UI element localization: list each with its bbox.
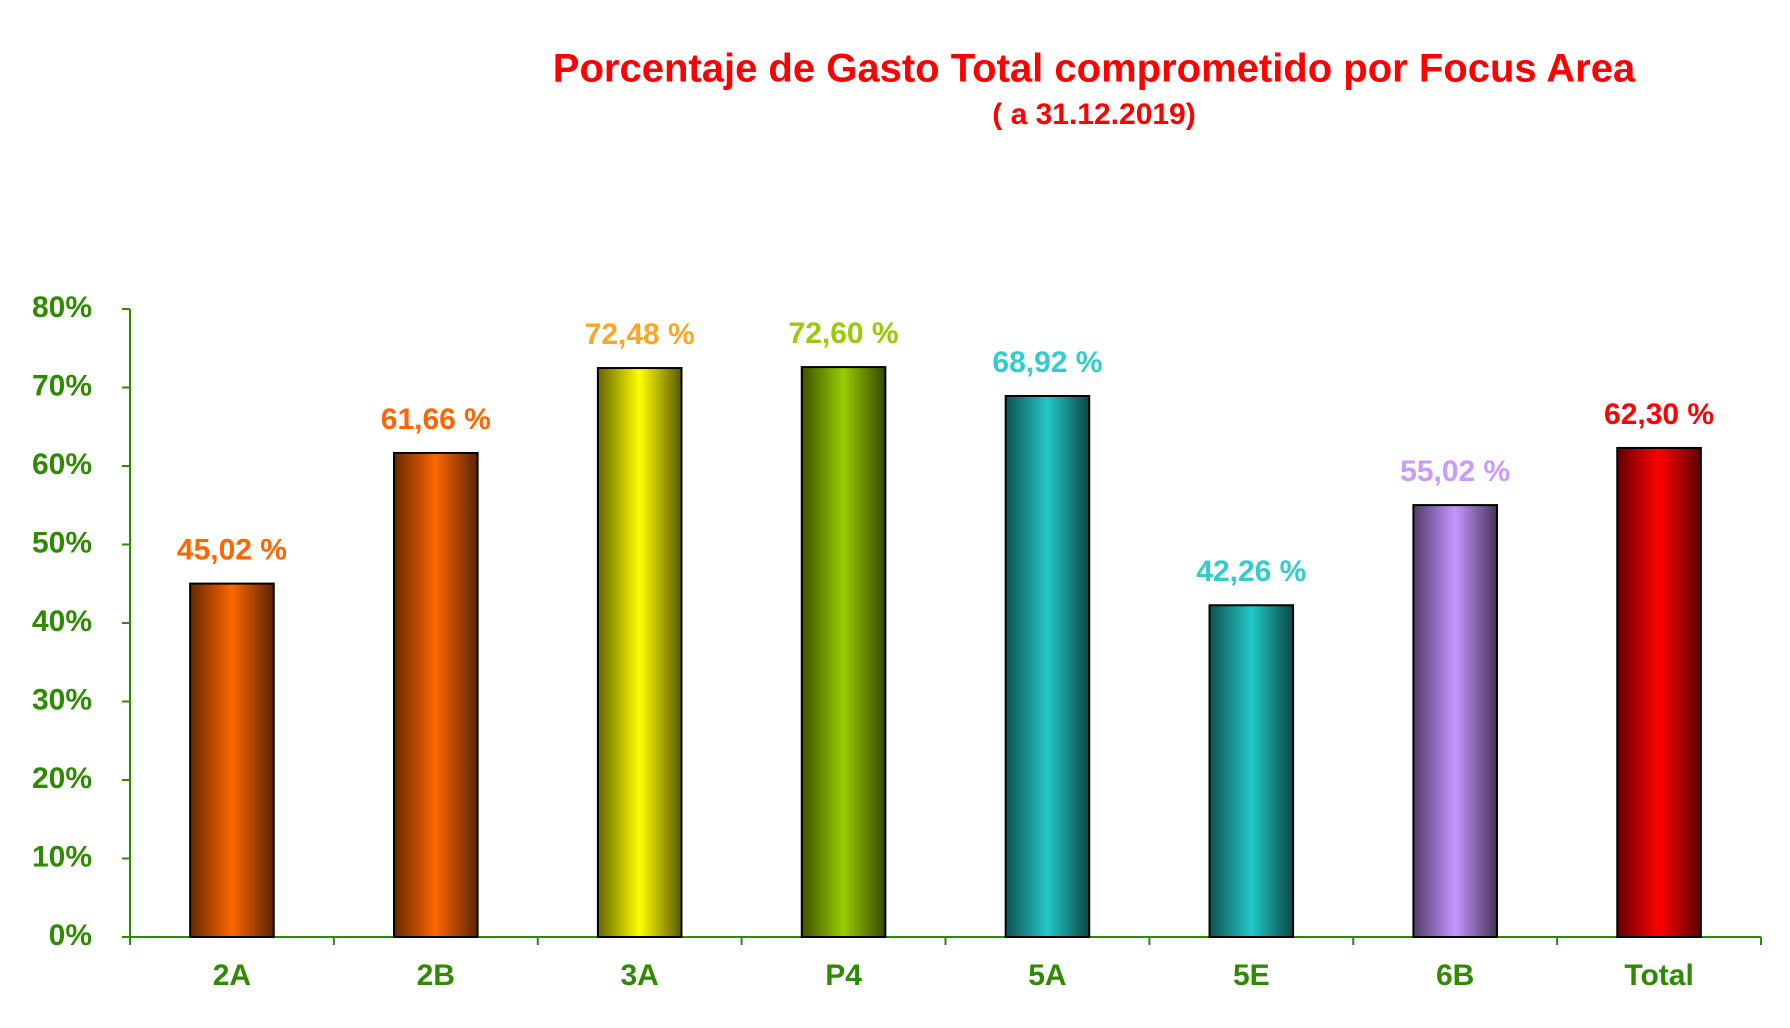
x-tick-label: P4 <box>825 959 862 992</box>
bar-shade <box>1413 505 1497 937</box>
value-label: 68,92 % <box>992 346 1102 379</box>
x-tick-label: Total <box>1624 959 1693 992</box>
x-tick-label: 5A <box>1028 959 1066 992</box>
value-label: 72,60 % <box>789 317 899 350</box>
x-tick-label: 6B <box>1436 959 1474 992</box>
value-label: 42,26 % <box>1196 555 1306 588</box>
y-tick-label: 20% <box>32 762 92 795</box>
bar-shade <box>1209 605 1294 937</box>
bar-shade <box>801 367 886 938</box>
value-label: 45,02 % <box>177 534 287 567</box>
y-tick-label: 30% <box>32 683 92 716</box>
bar-shade <box>597 368 682 938</box>
y-tick-label: 10% <box>32 840 92 873</box>
chart-title: Porcentaje de Gasto Total comprometido p… <box>553 47 1636 91</box>
y-tick-label: 50% <box>32 526 92 559</box>
x-tick-label: 5E <box>1233 959 1270 992</box>
y-tick-label: 70% <box>32 369 92 402</box>
value-label: 61,66 % <box>381 403 491 436</box>
bar-shade <box>1005 395 1090 937</box>
value-label: 72,48 % <box>585 318 695 351</box>
y-tick-label: 80% <box>32 291 92 324</box>
y-tick-label: 0% <box>49 919 92 952</box>
x-tick-label: 2A <box>213 959 251 992</box>
chart-subtitle: ( a 31.12.2019) <box>992 98 1195 131</box>
y-tick-label: 60% <box>32 448 92 481</box>
y-tick-label: 40% <box>32 605 92 638</box>
bar-shade <box>394 452 478 937</box>
bar-shade <box>190 583 274 937</box>
value-label: 62,30 % <box>1604 398 1714 431</box>
value-label: 55,02 % <box>1400 455 1510 488</box>
x-tick-label: 2B <box>417 959 455 992</box>
bar-shade <box>1617 447 1701 937</box>
x-tick-label: 3A <box>621 959 659 992</box>
